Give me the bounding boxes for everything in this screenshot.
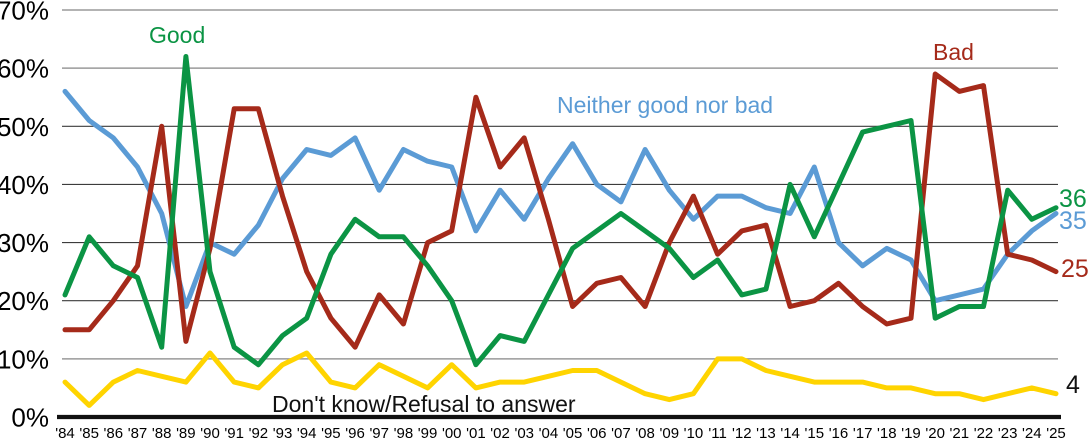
x-tick-label-09: '09 xyxy=(659,425,679,442)
y-tick-label-30: 30% xyxy=(0,228,49,258)
x-tick-label-03: '03 xyxy=(514,425,534,442)
x-axis-labels: '84'85'86'87'88'89'90'91'92'93'94'95'96 '… xyxy=(55,425,1066,442)
x-tick-label-90: '90 xyxy=(200,425,220,442)
series-label-don-t-know-refusal-to-answer: Don't know/Refusal to answer xyxy=(272,391,576,417)
x-tick-label-92: '92 xyxy=(249,425,269,442)
x-tick-label-12: '12 xyxy=(732,425,752,442)
x-tick-label-07: '07 xyxy=(611,425,631,442)
gridlines xyxy=(62,9,1058,360)
x-tick-label-23: '23 xyxy=(998,425,1018,442)
x-tick-label-25: '25 xyxy=(1046,425,1066,442)
series-line-don-t-know-refusal-to-answer xyxy=(62,350,1059,408)
series-line-good xyxy=(62,54,1059,368)
y-tick-label-70: 70% xyxy=(0,0,49,25)
x-tick-label-16: '16 xyxy=(829,425,849,442)
x-tick-label-95: '95 xyxy=(321,425,341,442)
x-tick-label-84: '84 xyxy=(55,425,75,442)
x-tick-label-98: '98 xyxy=(394,425,414,442)
x-tick-label-87: '87 xyxy=(128,425,148,442)
series-label-good: Good xyxy=(149,22,205,48)
x-tick-label-99: '99 xyxy=(418,425,438,442)
x-tick-label-08: '08 xyxy=(635,425,655,442)
x-tick-label-22: '22 xyxy=(974,425,994,442)
x-tick-label-05: '05 xyxy=(563,425,583,442)
x-tick-label-18: '18 xyxy=(877,425,897,442)
end-value-label-good: 36 xyxy=(1059,185,1087,213)
series-label-bad: Bad xyxy=(933,39,974,65)
y-tick-label-0: 0% xyxy=(11,403,49,433)
x-tick-label-11: '11 xyxy=(708,425,726,442)
y-tick-label-40: 40% xyxy=(0,170,49,200)
x-tick-label-21: '21 xyxy=(950,425,970,442)
x-tick-label-24: '24 xyxy=(1022,425,1042,442)
series-line-bad xyxy=(62,71,1059,350)
x-tick-label-94: '94 xyxy=(297,425,317,442)
x-tick-label-19: '19 xyxy=(901,425,921,442)
x-tick-label-93: '93 xyxy=(273,425,293,442)
x-tick-label-06: '06 xyxy=(587,425,607,442)
x-tick-label-10: '10 xyxy=(684,425,704,442)
y-tick-label-60: 60% xyxy=(0,54,49,84)
x-tick-label-13: '13 xyxy=(756,425,776,442)
y-tick-label-50: 50% xyxy=(0,112,49,142)
x-tick-label-89: '89 xyxy=(176,425,196,442)
series-line-neither-good-nor-bad xyxy=(62,88,1059,309)
x-tick-label-15: '15 xyxy=(805,425,825,442)
x-tick-label-20: '20 xyxy=(925,425,945,442)
y-tick-label-10: 10% xyxy=(0,344,49,374)
x-tick-label-17: '17 xyxy=(853,425,873,442)
x-tick-label-96: '96 xyxy=(345,425,365,442)
x-tick-label-85: '85 xyxy=(79,425,99,442)
x-tick-label-88: '88 xyxy=(152,425,172,442)
x-tick-label-04: '04 xyxy=(539,425,559,442)
end-value-label-neither-good-nor-bad: 35 xyxy=(1059,207,1087,235)
y-tick-label-20: 20% xyxy=(0,286,49,316)
x-tick-label-01: '01 xyxy=(466,425,486,442)
x-tick-label-14: '14 xyxy=(780,425,800,442)
y-axis-labels: 0% 10% 20% 30% 40% 50% 60% 70% xyxy=(0,0,49,433)
x-tick-label-00: '00 xyxy=(442,425,462,442)
x-tick-label-86: '86 xyxy=(104,425,124,442)
x-tick-label-02: '02 xyxy=(490,425,510,442)
series-label-neither-good-nor-bad: Neither good nor bad xyxy=(557,92,773,118)
end-value-label-don-t-know-refusal-to-answer: 4 xyxy=(1066,371,1080,399)
x-tick-label-97: '97 xyxy=(369,425,389,442)
x-tick-label-91: '91 xyxy=(224,425,244,442)
end-value-label-bad: 25 xyxy=(1061,255,1089,283)
